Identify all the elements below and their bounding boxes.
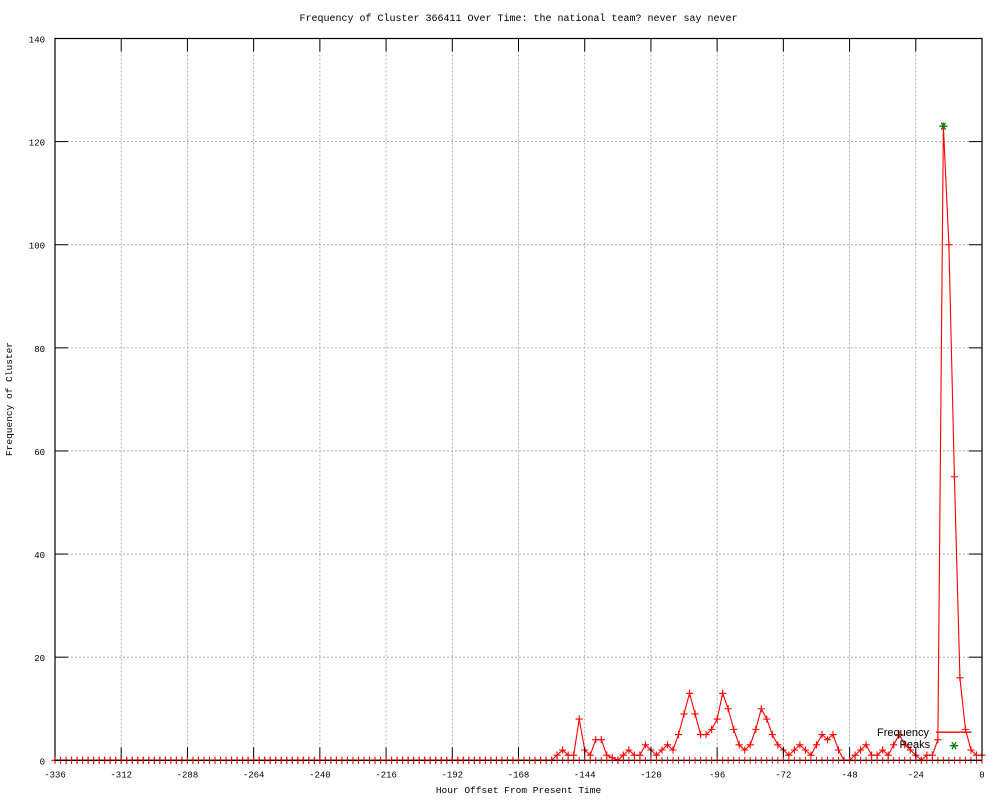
svg-text:-144: -144 bbox=[574, 770, 596, 780]
svg-text:0: 0 bbox=[979, 770, 984, 780]
svg-text:100: 100 bbox=[29, 242, 45, 252]
svg-text:-168: -168 bbox=[508, 770, 530, 780]
svg-text:Hour Offset From Present Time: Hour Offset From Present Time bbox=[436, 785, 602, 796]
svg-text:0: 0 bbox=[40, 757, 45, 767]
svg-text:120: 120 bbox=[29, 139, 45, 149]
svg-text:-240: -240 bbox=[309, 770, 331, 780]
svg-text:Frequency of Cluster 366411 Ov: Frequency of Cluster 366411 Over Time: t… bbox=[299, 13, 737, 25]
svg-text:-264: -264 bbox=[243, 770, 265, 780]
svg-text:Frequency of Cluster: Frequency of Cluster bbox=[4, 342, 15, 456]
svg-text:-24: -24 bbox=[908, 770, 924, 780]
svg-text:-336: -336 bbox=[44, 770, 66, 780]
svg-text:-72: -72 bbox=[775, 770, 791, 780]
svg-text:Frequency: Frequency bbox=[877, 727, 929, 739]
svg-text:-216: -216 bbox=[375, 770, 397, 780]
svg-text:-96: -96 bbox=[709, 770, 725, 780]
svg-text:140: 140 bbox=[29, 36, 45, 46]
svg-text:60: 60 bbox=[34, 448, 45, 458]
svg-text:-192: -192 bbox=[441, 770, 463, 780]
svg-text:40: 40 bbox=[34, 551, 45, 561]
svg-text:-48: -48 bbox=[841, 770, 857, 780]
svg-text:-120: -120 bbox=[640, 770, 662, 780]
svg-text:Peaks: Peaks bbox=[900, 739, 931, 751]
svg-text:20: 20 bbox=[34, 654, 45, 664]
svg-text:-312: -312 bbox=[110, 770, 132, 780]
svg-text:80: 80 bbox=[34, 345, 45, 355]
svg-text:-288: -288 bbox=[177, 770, 199, 780]
